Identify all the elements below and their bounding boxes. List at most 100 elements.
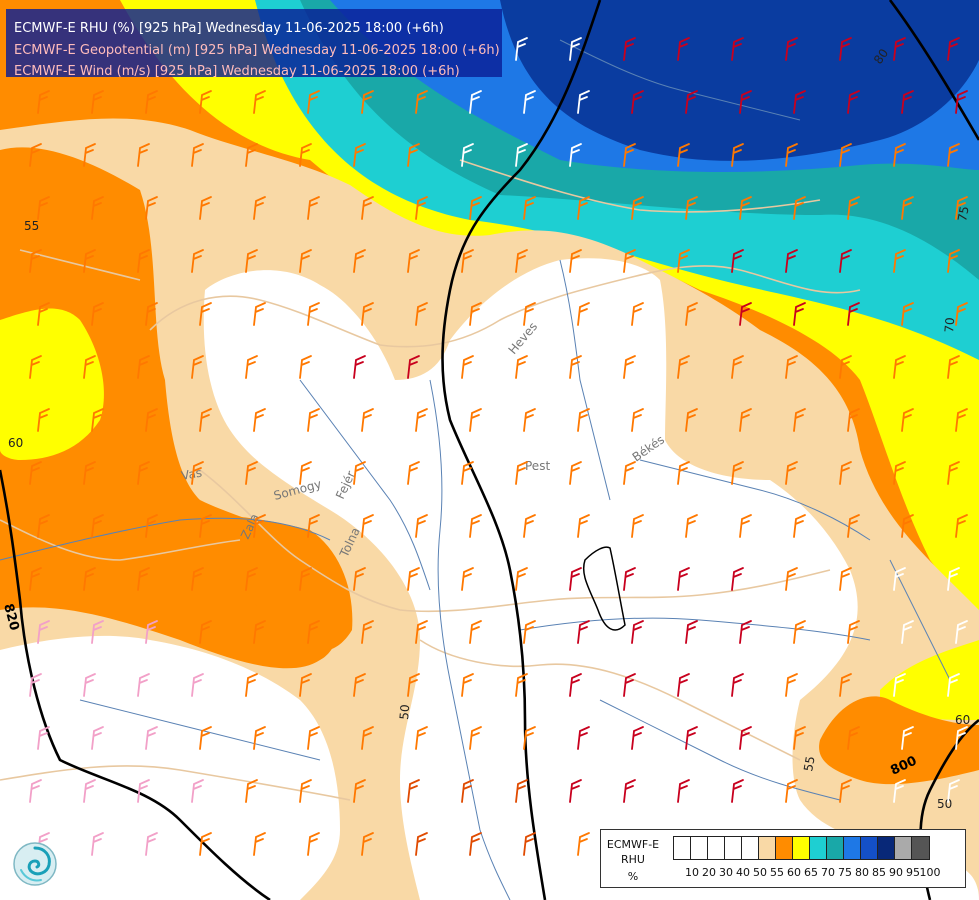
wind-barb [947,779,960,803]
wind-barb [685,620,698,644]
wind-barb [955,620,968,644]
wind-barb [137,779,150,803]
wind-barb [461,567,474,591]
wind-barb [631,620,644,644]
wind-barb [839,673,852,697]
wind-barb [253,302,266,326]
wind-barb [785,461,798,485]
wind-barb [461,143,474,167]
wind-barb [137,249,150,273]
wind-barb [191,567,204,591]
wind-barb [83,355,96,379]
wind-barb [731,143,744,167]
wind-barb [91,408,104,432]
wind-barb [847,196,860,220]
wind-barb [577,514,590,538]
legend-swatch [742,837,759,859]
wind-barb [245,143,258,167]
wind-barb [623,249,636,273]
wind-barb [37,514,50,538]
wind-barb [623,37,636,61]
wind-barb [137,143,150,167]
wind-barb [415,514,428,538]
contour-label-50-center: 50 [397,704,412,720]
wind-barb [91,832,104,856]
contour-label-70-east: 70 [942,317,957,333]
wind-barb [731,567,744,591]
wind-barb [461,779,474,803]
wind-barb [685,726,698,750]
legend-tick-label: 20 [702,866,716,879]
wind-barb [145,302,158,326]
wind-barb [353,779,366,803]
wind-barb [785,355,798,379]
wind-barb [847,726,860,750]
title-rhu: ECMWF-E RHU (%) [925 hPa] Wednesday 11-0… [14,21,444,36]
wind-barb [83,567,96,591]
wind-barb [685,514,698,538]
legend-swatch [912,837,929,859]
wind-barb [407,355,420,379]
wind-barb [29,567,42,591]
legend-swatch [844,837,861,859]
wind-barb [307,832,320,856]
wind-barb [623,567,636,591]
wind-barb [469,514,482,538]
legend-swatch [759,837,776,859]
wind-barb [677,567,690,591]
wind-barb [199,196,212,220]
wind-barb [245,567,258,591]
wind-barb [253,726,266,750]
wind-barb [569,37,582,61]
ogimet-swirl-logo [13,842,57,886]
wind-barb [515,143,528,167]
wind-barb [793,302,806,326]
wind-barb [731,37,744,61]
wind-barb [523,514,536,538]
wind-barb [361,514,374,538]
legend-tick-label: 95 [906,866,920,879]
legend-tick-labels: 10 20 30 40 50 55 60 65 70 75 80 85 90 95 100 [673,866,963,880]
wind-barb [839,567,852,591]
wind-barb [677,143,690,167]
wind-barb [677,355,690,379]
wind-barb [893,249,906,273]
wind-barb [739,196,752,220]
wind-barb [739,514,752,538]
wind-barb [685,302,698,326]
region-label-pest: Pest [525,459,550,473]
rhu-band-60-65-west-patch [0,308,104,460]
wind-barb [793,90,806,114]
wind-barb [685,196,698,220]
wind-barb [947,355,960,379]
wind-barb [91,726,104,750]
wind-barb [299,143,312,167]
wind-barb [893,143,906,167]
wind-barb [307,514,320,538]
wind-barb [515,461,528,485]
legend-tick-label: 40 [736,866,750,879]
wind-barb [461,355,474,379]
wind-barb [739,408,752,432]
wind-barb [847,620,860,644]
wind-barb [631,726,644,750]
rivers [0,39,951,900]
wind-barb [415,196,428,220]
wind-barb [631,302,644,326]
wind-barb [839,37,852,61]
wind-barb [569,567,582,591]
wind-barb [91,620,104,644]
wind-barb [515,249,528,273]
wind-barb [299,355,312,379]
legend-swatch [827,837,844,859]
title-wind: ECMWF-E Wind (m/s) [925 hPa] Wednesday 1… [14,64,460,79]
wind-barb [955,302,968,326]
wind-barb [137,355,150,379]
legend-tick-label: 60 [787,866,801,879]
wind-barb [137,567,150,591]
legend-swatch [793,837,810,859]
legend-tick-label: 100 [919,866,941,879]
wind-barb [415,302,428,326]
